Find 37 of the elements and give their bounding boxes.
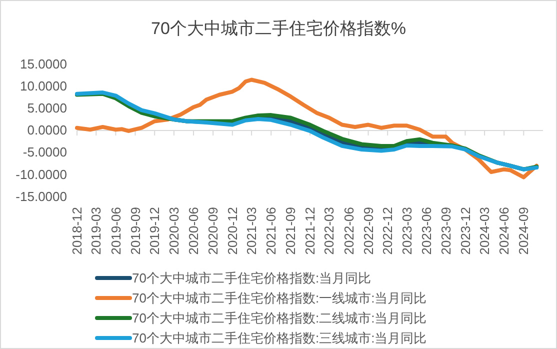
x-tick-label: 2021-03 [244, 207, 260, 255]
x-tick-label: 2020-03 [166, 207, 182, 255]
y-tick-label: 10.0000 [20, 78, 67, 94]
x-tick-label: 2023-06 [418, 207, 434, 255]
x-tick-label: 2022-03 [322, 207, 337, 255]
x-tick-label: 2024-03 [477, 207, 492, 255]
x-tick-label: 2018-12 [70, 207, 85, 255]
x-tick-label: 2019-06 [108, 207, 124, 255]
legend-label: 70个大中城市二手住宅价格指数:当月同比 [132, 270, 372, 286]
x-tick-label: 2022-09 [360, 207, 376, 255]
y-tick-label: 15.0000 [20, 56, 67, 72]
legend-label: 70个大中城市二手住宅价格指数:一线城市:当月同比 [132, 290, 427, 306]
x-tick-label: 2020-12 [224, 207, 240, 255]
x-tick-label: 2023-12 [458, 207, 473, 255]
x-tick-label: 2021-06 [264, 207, 279, 255]
y-tick-label: -10.0000 [16, 166, 67, 182]
legend-label: 70个大中城市二手住宅价格指数:二线城市:当月同比 [132, 310, 427, 326]
x-tick-label: 2019-03 [88, 207, 104, 255]
x-tick-label: 2020-09 [206, 207, 221, 255]
x-tick-label: 2024-06 [496, 207, 512, 255]
y-tick-label: 5.0000 [27, 100, 67, 116]
x-tick-label: 2020-06 [186, 207, 202, 255]
line-series [75, 78, 539, 180]
chart-title: 70个大中城市二手住宅价格指数% [150, 19, 406, 38]
x-tick-label: 2019-09 [128, 207, 143, 255]
x-tick-label: 2022-12 [380, 207, 396, 255]
y-tick-label: 0.0000 [27, 122, 67, 138]
x-tick-label: 2019-12 [147, 207, 162, 255]
x-tick-label: 2023-09 [438, 207, 454, 255]
x-tick-label: 2024-09 [516, 207, 532, 255]
y-tick-label: -15.0000 [16, 188, 67, 204]
x-tick-label: 2022-06 [341, 207, 356, 255]
legend-label: 70个大中城市二手住宅价格指数:三线城市:当月同比 [132, 330, 427, 346]
y-tick-label: -5.0000 [22, 144, 67, 160]
x-tick-label: 2021-12 [302, 207, 318, 255]
x-tick-label: 2023-03 [399, 207, 414, 255]
x-tick-label: 2021-09 [283, 207, 298, 255]
